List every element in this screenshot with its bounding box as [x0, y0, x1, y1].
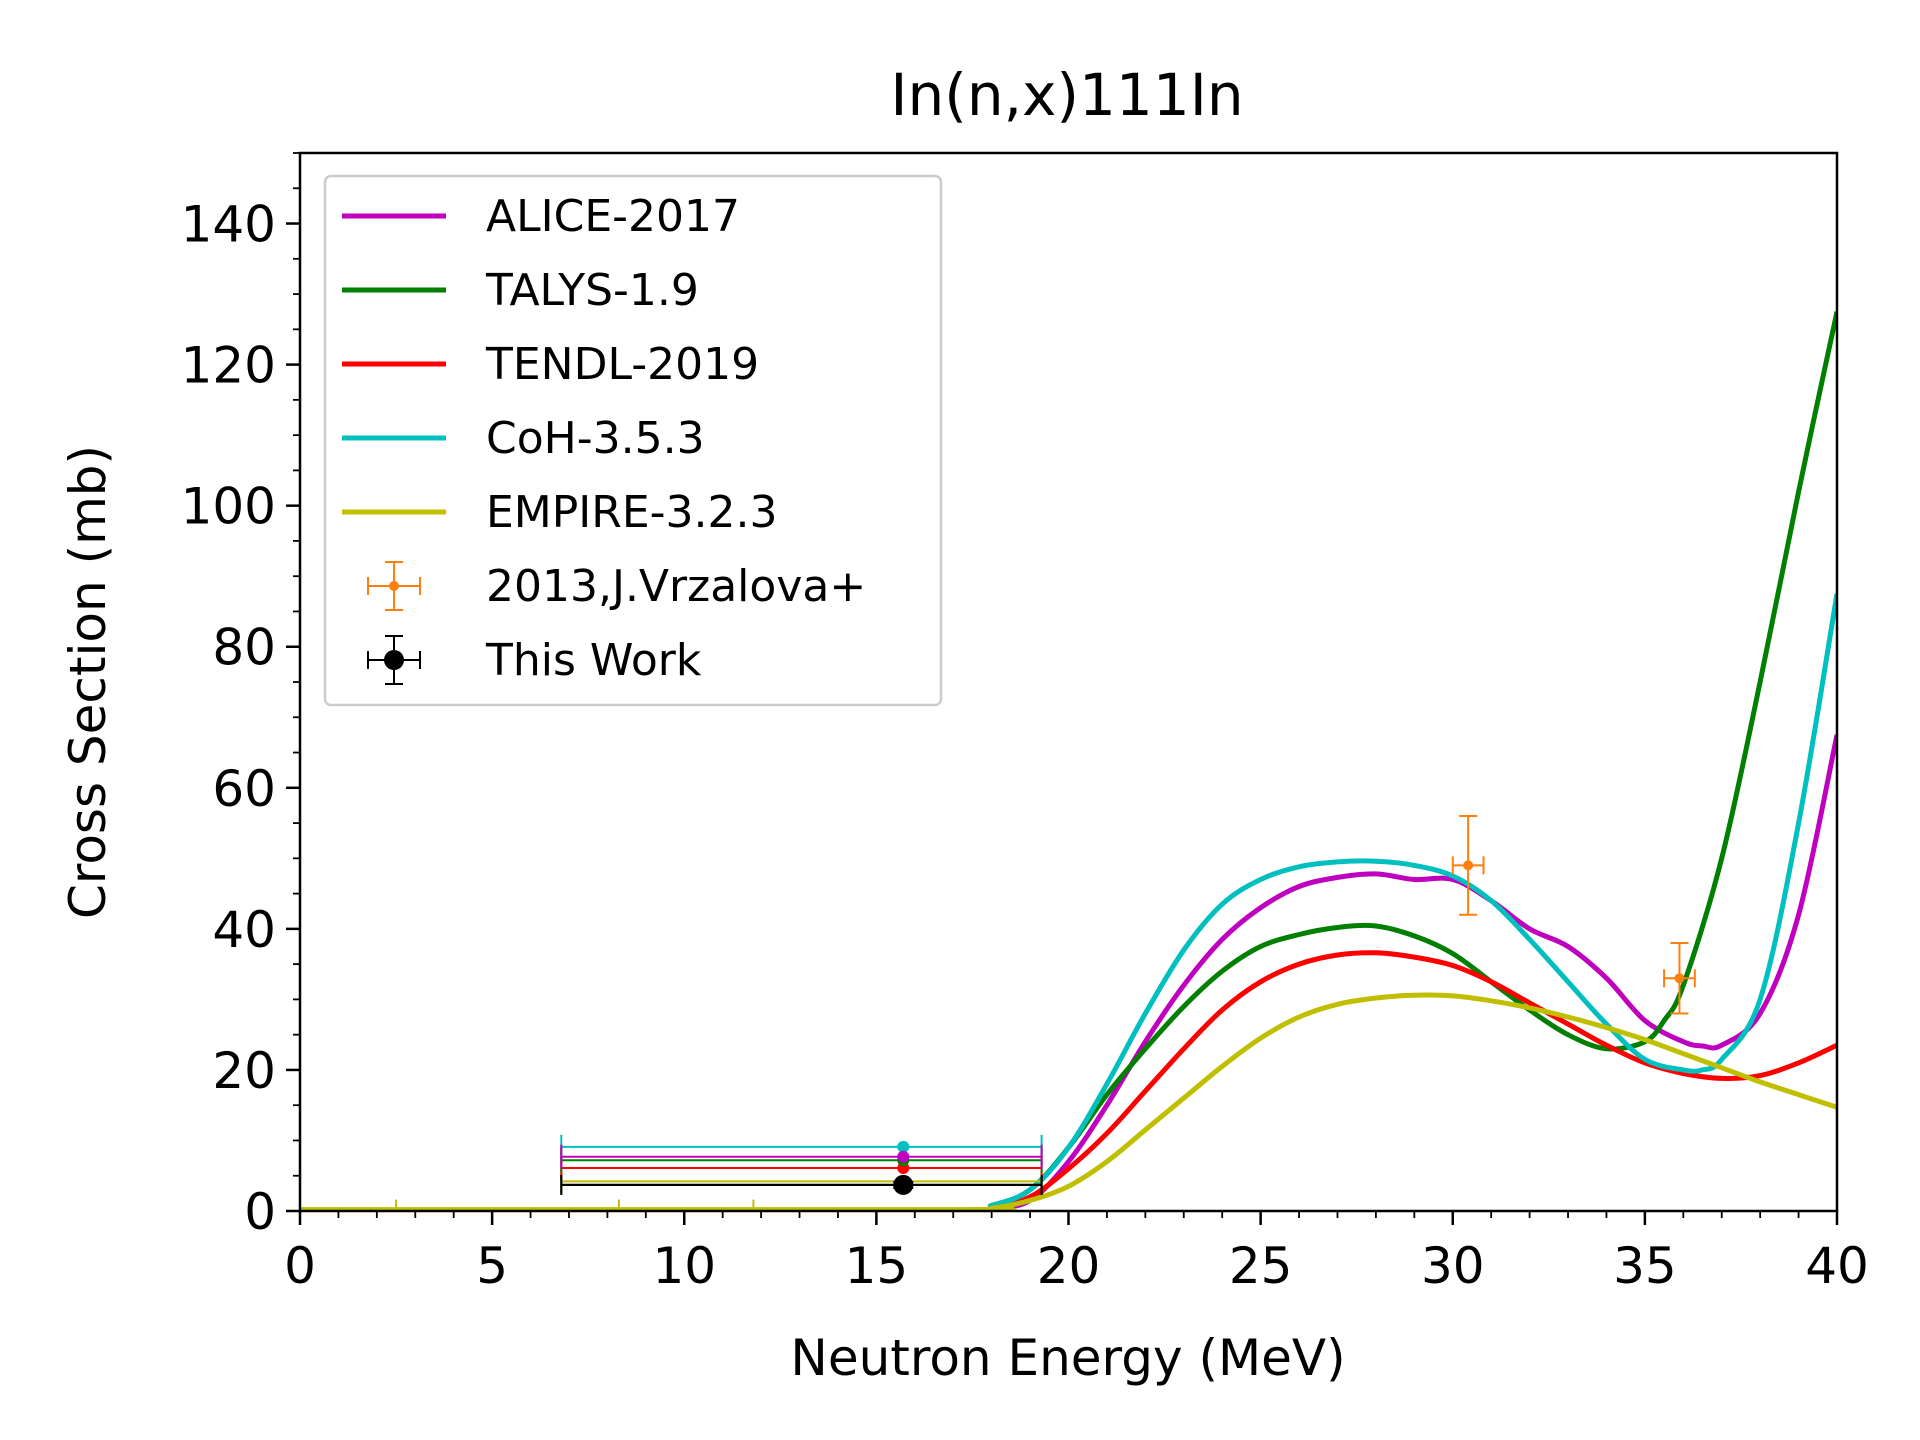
plot-frame	[298, 151, 1839, 1213]
legend: ALICE-2017 TALYS-1.9 TENDL-2019 CoH-3.5.3 EM…	[323, 174, 943, 707]
y-tick-label: 60	[212, 760, 276, 818]
y-tick-label: 100	[181, 478, 276, 536]
legend-label: 2013,J.Vrzalova+	[486, 561, 866, 612]
experimental-layer	[560, 815, 1696, 1195]
legend-label: TALYS-1.9	[485, 265, 699, 316]
x-tick-label: 30	[1421, 1237, 1485, 1295]
legend-label: This Work	[485, 635, 702, 686]
legend-marker	[384, 650, 404, 670]
series-line-tendl-2019	[300, 950, 1837, 1211]
data-point-marker	[1463, 860, 1474, 871]
x-tick-label: 0	[284, 1237, 316, 1295]
x-tick-label: 40	[1805, 1237, 1869, 1295]
legend-label: ALICE-2017	[486, 191, 740, 242]
series-line-alice-2017	[300, 734, 1837, 1211]
legend-label: TENDL-2019	[485, 339, 759, 390]
x-tick-label: 25	[1229, 1237, 1293, 1295]
chart-title: In(n,x)111In	[890, 61, 1243, 129]
data-point-marker	[1674, 973, 1685, 984]
data-point-marker	[893, 1174, 914, 1195]
flat-average-point	[897, 1140, 910, 1153]
x-tick-label: 5	[476, 1237, 508, 1295]
series-line-empire-3-2-3	[300, 992, 1837, 1211]
legend-label: CoH-3.5.3	[486, 413, 705, 464]
y-tick-label: 0	[244, 1183, 276, 1241]
y-tick-label: 40	[212, 901, 276, 959]
series-layer	[300, 311, 1837, 1211]
flat-average-point	[897, 1150, 910, 1163]
x-tick-label: 20	[1037, 1237, 1101, 1295]
y-tick-label: 80	[212, 619, 276, 677]
x-tick-label: 15	[845, 1237, 909, 1295]
x-tick-label: 10	[652, 1237, 716, 1295]
y-tick-labels: 0 20 40 60 80 100 120 140	[181, 196, 276, 1241]
x-axis-label: Neutron Energy (MeV)	[790, 1329, 1345, 1387]
legend-marker	[389, 581, 399, 591]
y-tick-label: 140	[181, 196, 276, 254]
x-tick-labels: 0 5 10 15 20 25 30 35 40	[284, 1237, 1869, 1295]
legend-label: EMPIRE-3.2.3	[486, 487, 777, 538]
y-tick-label: 120	[181, 337, 276, 395]
legend-frame	[323, 174, 943, 707]
major-ticks	[286, 222, 1839, 1225]
y-axis-label: Cross Section (mb)	[59, 445, 117, 919]
y-tick-label: 20	[212, 1042, 276, 1100]
x-tick-label: 35	[1613, 1237, 1677, 1295]
